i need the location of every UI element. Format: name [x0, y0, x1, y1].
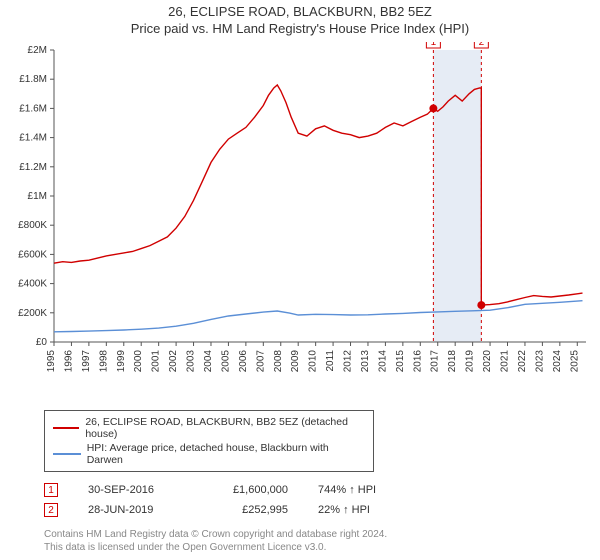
svg-text:2010: 2010 — [308, 349, 319, 372]
sale-marker-number: 1 — [44, 483, 58, 497]
price-chart: £0 £200K £400K £600K £800K £1M £1.2M £1.4M £1.6M… — [4, 42, 596, 402]
svg-text:2024: 2024 — [552, 349, 563, 372]
svg-text:2016: 2016 — [412, 349, 423, 372]
svg-text:£800K: £800K — [18, 220, 47, 231]
svg-text:2011: 2011 — [325, 349, 336, 371]
svg-text:2000: 2000 — [133, 349, 144, 372]
svg-text:£2M: £2M — [28, 45, 47, 56]
chart-container: £0 £200K £400K £600K £800K £1M £1.2M £1.4M £1.6M… — [4, 42, 596, 402]
sale-marker-pct: 744% ↑ HPI — [318, 484, 408, 496]
sale-marker-row: 1 30-SEP-2016 £1,600,000 744% ↑ HPI — [44, 480, 596, 500]
legend-swatch-red — [53, 427, 79, 429]
sale-marker-price: £1,600,000 — [208, 484, 288, 496]
legend: 26, ECLIPSE ROAD, BLACKBURN, BB2 5EZ (de… — [44, 410, 374, 472]
svg-text:1997: 1997 — [81, 349, 92, 372]
svg-text:1998: 1998 — [98, 349, 109, 372]
svg-text:1999: 1999 — [116, 349, 127, 372]
svg-text:2007: 2007 — [255, 349, 266, 372]
sale-marker-row: 2 28-JUN-2019 £252,995 22% ↑ HPI — [44, 500, 596, 520]
svg-text:2019: 2019 — [465, 349, 476, 372]
svg-text:2021: 2021 — [500, 349, 511, 372]
attribution-line-1: Contains HM Land Registry data © Crown c… — [44, 528, 596, 541]
svg-text:£1M: £1M — [28, 191, 47, 202]
title-line-2: Price paid vs. HM Land Registry's House … — [4, 21, 596, 38]
svg-text:£1.4M: £1.4M — [19, 132, 47, 143]
svg-text:2023: 2023 — [534, 349, 545, 372]
svg-text:2005: 2005 — [220, 349, 231, 372]
svg-text:2004: 2004 — [203, 349, 214, 372]
svg-text:£1.6M: £1.6M — [19, 103, 47, 114]
svg-text:2014: 2014 — [377, 349, 388, 372]
sale-marker-date: 28-JUN-2019 — [88, 504, 178, 516]
svg-text:£600K: £600K — [18, 249, 47, 260]
svg-text:£200K: £200K — [18, 308, 47, 319]
svg-text:1995: 1995 — [46, 349, 57, 372]
svg-text:2020: 2020 — [482, 349, 493, 372]
svg-text:£1.2M: £1.2M — [19, 162, 47, 173]
svg-text:1996: 1996 — [63, 349, 74, 372]
sale-marker-date: 30-SEP-2016 — [88, 484, 178, 496]
svg-text:£1.8M: £1.8M — [19, 74, 47, 85]
legend-item: 26, ECLIPSE ROAD, BLACKBURN, BB2 5EZ (de… — [53, 415, 365, 441]
chart-title: 26, ECLIPSE ROAD, BLACKBURN, BB2 5EZ Pri… — [4, 4, 596, 38]
svg-text:2002: 2002 — [168, 349, 179, 372]
sale-marker-pct: 22% ↑ HPI — [318, 504, 408, 516]
svg-text:2022: 2022 — [517, 349, 528, 372]
svg-text:2006: 2006 — [238, 349, 249, 372]
svg-text:2008: 2008 — [273, 349, 284, 372]
svg-text:£400K: £400K — [18, 278, 47, 289]
attribution: Contains HM Land Registry data © Crown c… — [44, 528, 596, 554]
svg-text:2012: 2012 — [343, 349, 354, 372]
legend-swatch-blue — [53, 453, 81, 455]
sale-markers: 1 30-SEP-2016 £1,600,000 744% ↑ HPI 2 28… — [44, 480, 596, 520]
svg-text:2003: 2003 — [186, 349, 197, 372]
svg-text:2017: 2017 — [430, 349, 441, 372]
svg-text:2015: 2015 — [395, 349, 406, 372]
sale-marker-number: 2 — [44, 503, 58, 517]
svg-text:£0: £0 — [36, 337, 48, 348]
attribution-line-2: This data is licensed under the Open Gov… — [44, 541, 596, 554]
svg-text:2018: 2018 — [447, 349, 458, 372]
legend-label: 26, ECLIPSE ROAD, BLACKBURN, BB2 5EZ (de… — [85, 416, 365, 440]
legend-label: HPI: Average price, detached house, Blac… — [87, 442, 365, 466]
legend-item: HPI: Average price, detached house, Blac… — [53, 441, 365, 467]
svg-text:2013: 2013 — [360, 349, 371, 372]
svg-text:2009: 2009 — [290, 349, 301, 372]
svg-text:1: 1 — [431, 42, 437, 48]
svg-text:2: 2 — [479, 42, 485, 48]
svg-text:2025: 2025 — [569, 349, 580, 372]
title-line-1: 26, ECLIPSE ROAD, BLACKBURN, BB2 5EZ — [4, 4, 596, 21]
sale-marker-price: £252,995 — [208, 504, 288, 516]
svg-text:2001: 2001 — [151, 349, 162, 372]
